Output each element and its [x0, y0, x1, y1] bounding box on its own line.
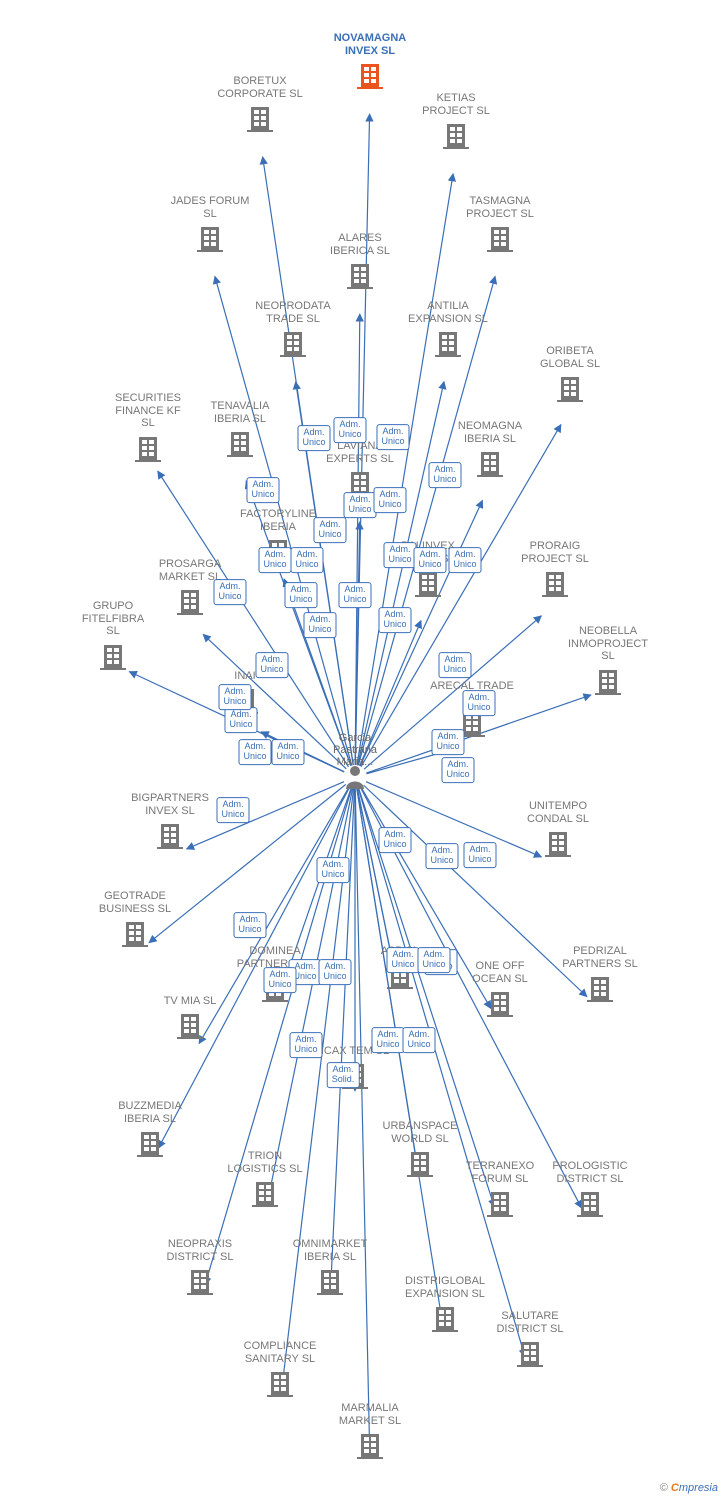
edge-role-label: Adm.Unico — [343, 492, 376, 518]
edge-role-label: Adm.Unico — [463, 842, 496, 868]
edge-role-label: Adm.Unico — [441, 757, 474, 783]
brand-first-letter: C — [671, 1482, 679, 1494]
edge-role-label: Adm.Unico — [417, 947, 450, 973]
edge-role-label: Adm.Unico — [376, 424, 409, 450]
edge-role-label: Adm.Unico — [425, 843, 458, 869]
edge-role-label: Adm.Unico — [303, 612, 336, 638]
footer: © Cmpresia — [660, 1482, 718, 1494]
edge-role-label: Adm.Unico — [233, 912, 266, 938]
edge-role-label: Adm.Unico — [218, 684, 251, 710]
edge-role-label: Adm.Unico — [402, 1027, 435, 1053]
edge-role-label: Adm.Unico — [297, 425, 330, 451]
brand-rest: mpresia — [679, 1482, 718, 1494]
edge-role-label: Adm.Unico — [462, 690, 495, 716]
edge-role-label: Adm.Unico — [448, 547, 481, 573]
edge-role-label: Adm.Unico — [284, 582, 317, 608]
edge-role-label: Adm.Unico — [428, 462, 461, 488]
edge-role-label: Adm.Unico — [318, 959, 351, 985]
edge-role-label: Adm.Unico — [290, 547, 323, 573]
edge-role-label: Adm.Unico — [271, 739, 304, 765]
edge-role-label: Adm.Unico — [438, 652, 471, 678]
edge-role-label: Adm.Unico — [258, 547, 291, 573]
edge-role-label: Adm.Unico — [378, 607, 411, 633]
edge-role-label: Adm.Unico — [246, 477, 279, 503]
edge-role-label: Adm.Unico — [213, 579, 246, 605]
edge-role-label: Adm.Unico — [289, 1032, 322, 1058]
person-node: GarciaPastranaMaria... — [315, 732, 395, 770]
edge-role-label: Adm.Unico — [263, 967, 296, 993]
edge-role-label: Adm.Unico — [371, 1027, 404, 1053]
edge-role-label: Adm.Unico — [216, 797, 249, 823]
edge-role-label: Adm.Solid. — [327, 1062, 360, 1088]
edge-role-label: Adm.Unico — [224, 707, 257, 733]
edge-role-label: Adm.Unico — [378, 827, 411, 853]
edge-role-label: Adm.Unico — [338, 582, 371, 608]
copyright-symbol: © — [660, 1482, 668, 1494]
edge-role-label: Adm.Unico — [313, 517, 346, 543]
edge-role-label: Adm.Unico — [383, 542, 416, 568]
edge-role-label: Adm.Unico — [333, 417, 366, 443]
edge-role-label: Adm.Unico — [255, 652, 288, 678]
edge-role-label: Adm.Unico — [431, 729, 464, 755]
edge-role-label: Adm.Unico — [373, 487, 406, 513]
edge-role-label: Adm.Unico — [386, 947, 419, 973]
edge-role-label: Adm.Unico — [238, 739, 271, 765]
edge-role-label: Adm.Unico — [316, 857, 349, 883]
person-label: GarciaPastranaMaria... — [315, 732, 395, 768]
edge-role-label: Adm.Unico — [413, 547, 446, 573]
